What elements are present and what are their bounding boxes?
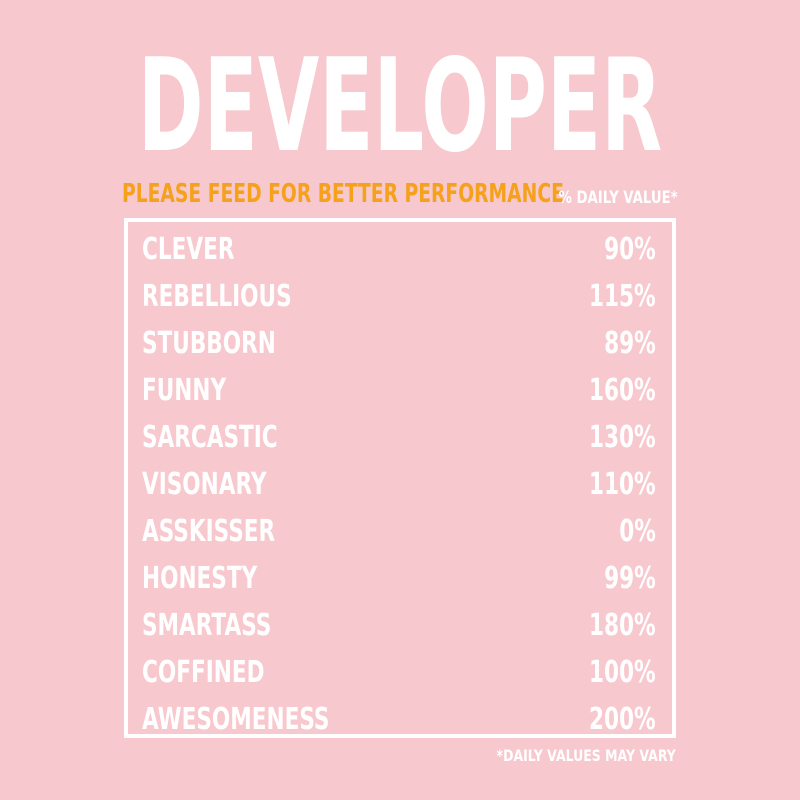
fact-row: SMARTASS 180% bbox=[142, 602, 656, 649]
fact-value: 90% bbox=[604, 232, 656, 267]
fact-name: ASSKISSER bbox=[142, 514, 276, 549]
daily-value-header: % DAILY VALUE* bbox=[558, 188, 678, 208]
fact-value: 115% bbox=[589, 279, 656, 314]
fact-value: 110% bbox=[589, 467, 656, 502]
fact-value: 0% bbox=[619, 514, 656, 549]
facts-panel: CLEVER 90% REBELLIOUS 115% STUBBORN 89% … bbox=[124, 218, 676, 738]
fact-name: AWESOMENESS bbox=[142, 702, 330, 737]
fact-value: 99% bbox=[604, 561, 656, 596]
fact-row: COFFINED 100% bbox=[142, 649, 656, 696]
fact-row: ASSKISSER 0% bbox=[142, 508, 656, 555]
fact-name: SARCASTIC bbox=[142, 420, 278, 455]
fact-value: 89% bbox=[604, 326, 656, 361]
fact-value: 100% bbox=[589, 655, 656, 690]
fact-value: 160% bbox=[589, 373, 656, 408]
fact-row: SARCASTIC 130% bbox=[142, 414, 656, 461]
fact-row: VISONARY 110% bbox=[142, 461, 656, 508]
subtitle: PLEASE FEED FOR BETTER PERFORMANCE bbox=[122, 179, 564, 209]
fact-name: CLEVER bbox=[142, 232, 235, 267]
page-title: DEVELOPER bbox=[137, 32, 663, 181]
fact-row: HONESTY 99% bbox=[142, 555, 656, 602]
fact-row: REBELLIOUS 115% bbox=[142, 273, 656, 320]
footnote: *DAILY VALUES MAY VARY bbox=[496, 746, 676, 765]
facts-list: CLEVER 90% REBELLIOUS 115% STUBBORN 89% … bbox=[142, 226, 656, 743]
fact-value: 200% bbox=[589, 702, 656, 737]
fact-name: HONESTY bbox=[142, 561, 258, 596]
fact-name: COFFINED bbox=[142, 655, 265, 690]
fact-row: FUNNY 160% bbox=[142, 367, 656, 414]
fact-name: SMARTASS bbox=[142, 608, 272, 643]
fact-row: STUBBORN 89% bbox=[142, 320, 656, 367]
fact-value: 180% bbox=[589, 608, 656, 643]
fact-value: 130% bbox=[589, 420, 656, 455]
fact-name: REBELLIOUS bbox=[142, 279, 292, 314]
fact-row: AWESOMENESS 200% bbox=[142, 696, 656, 743]
fact-name: VISONARY bbox=[142, 467, 267, 502]
fact-row: CLEVER 90% bbox=[142, 226, 656, 273]
fact-name: STUBBORN bbox=[142, 326, 276, 361]
fact-name: FUNNY bbox=[142, 373, 227, 408]
